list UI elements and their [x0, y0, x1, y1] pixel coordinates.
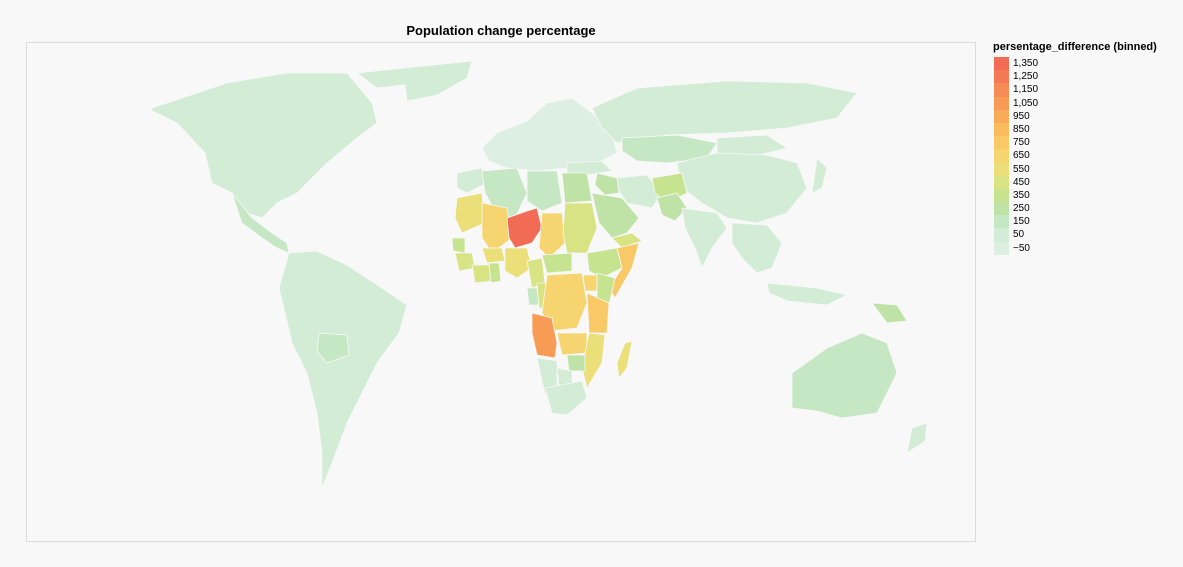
country-morocco[interactable]	[456, 167, 488, 194]
legend-swatch	[994, 96, 1009, 110]
legend-swatch	[994, 83, 1009, 97]
legend-swatch	[994, 122, 1009, 137]
country-central-african-republic[interactable]	[541, 252, 573, 274]
legend-swatch	[994, 109, 1009, 123]
country-south-america[interactable]	[278, 250, 408, 489]
country-egypt[interactable]	[561, 172, 593, 204]
country-papua-new-guinea[interactable]	[871, 302, 908, 324]
country-c-te-d-ivoire[interactable]	[471, 264, 492, 284]
country-new-zealand[interactable]	[906, 422, 928, 454]
country-greenland[interactable]	[355, 60, 473, 102]
country-bolivia[interactable]	[316, 332, 350, 364]
legend-swatch	[994, 57, 1009, 71]
country-australia[interactable]	[791, 332, 898, 419]
legend-label: 250	[1013, 203, 1030, 215]
country-madagascar[interactable]	[616, 340, 633, 379]
legend-label: 650	[1013, 150, 1030, 162]
legend: persentage_difference (binned) 1,350 1,25…	[993, 41, 1157, 261]
country-ethiopia[interactable]	[586, 247, 623, 279]
country-mali[interactable]	[481, 202, 513, 254]
country-chad[interactable]	[538, 212, 566, 259]
country-turkey[interactable]	[566, 160, 613, 176]
legend-label: 1,350	[1013, 58, 1039, 69]
legend-label: 750	[1013, 137, 1030, 149]
country-india[interactable]	[681, 207, 728, 270]
country-angola[interactable]	[531, 312, 558, 359]
legend-swatch	[994, 162, 1009, 176]
legend-label: 850	[1013, 123, 1030, 135]
legend-labels: 1,350 1,250 1,150 1,050 950 850 750 650 550 450 35…	[1013, 57, 1038, 255]
country-burkina-faso[interactable]	[481, 247, 506, 264]
country-dr-congo[interactable]	[541, 272, 588, 332]
country-nigeria[interactable]	[504, 247, 533, 279]
legend-label: 1,050	[1013, 97, 1039, 109]
legend-label: 50	[1013, 229, 1025, 241]
legend-swatch	[994, 241, 1009, 255]
country-mongolia[interactable]	[716, 134, 788, 159]
country-north-america[interactable]	[151, 72, 378, 219]
legend-label: 350	[1013, 189, 1030, 201]
country-china[interactable]	[676, 152, 808, 224]
country-yemen[interactable]	[611, 232, 643, 249]
country-mauritania[interactable]	[454, 192, 486, 234]
legend-swatch	[994, 175, 1009, 189]
legend-swatch	[994, 228, 1009, 242]
legend-label: 1,250	[1013, 71, 1039, 83]
country-sudan[interactable]	[562, 202, 598, 254]
country-gabon[interactable]	[526, 287, 540, 306]
country-somalia[interactable]	[608, 242, 640, 299]
country-south-africa[interactable]	[544, 380, 588, 416]
country-guinea[interactable]	[454, 252, 476, 272]
legend-swatch	[994, 188, 1009, 203]
country-uganda[interactable]	[582, 274, 598, 292]
legend-swatch	[994, 70, 1009, 84]
country-niger[interactable]	[506, 207, 543, 249]
chart-title: Population change percentage	[406, 23, 596, 38]
legend-swatches	[994, 57, 1009, 255]
legend-label: 550	[1013, 163, 1030, 175]
legend-title: persentage_difference (binned)	[993, 41, 1157, 53]
legend-body: 1,350 1,250 1,150 1,050 950 850 750 650 550 450 35…	[993, 57, 1157, 261]
legend-label: 150	[1013, 216, 1030, 228]
country-southeast-asia[interactable]	[731, 222, 783, 274]
country-iraq[interactable]	[594, 172, 620, 196]
map-frame	[26, 42, 976, 542]
legend-swatch	[994, 202, 1009, 216]
legend-swatch	[994, 149, 1009, 163]
country-saudi-arabia[interactable]	[591, 192, 640, 239]
world-map	[151, 60, 928, 489]
country-tanzania[interactable]	[586, 292, 610, 334]
country-japan[interactable]	[811, 157, 828, 194]
legend-swatch	[994, 136, 1009, 150]
country-libya[interactable]	[526, 170, 563, 212]
country-zimbabwe[interactable]	[566, 354, 586, 372]
country-indonesia[interactable]	[766, 282, 849, 306]
legend-label: −50	[1013, 242, 1030, 254]
legend-label: 1,150	[1013, 84, 1039, 96]
legend-label: 950	[1013, 110, 1030, 122]
country-senegal[interactable]	[451, 237, 466, 254]
country-ghana[interactable]	[488, 262, 502, 284]
country-russia[interactable]	[591, 80, 858, 144]
legend-label: 450	[1013, 176, 1030, 188]
legend-swatch	[994, 215, 1009, 229]
country-pakistan[interactable]	[656, 192, 688, 222]
country-zambia[interactable]	[556, 332, 588, 356]
